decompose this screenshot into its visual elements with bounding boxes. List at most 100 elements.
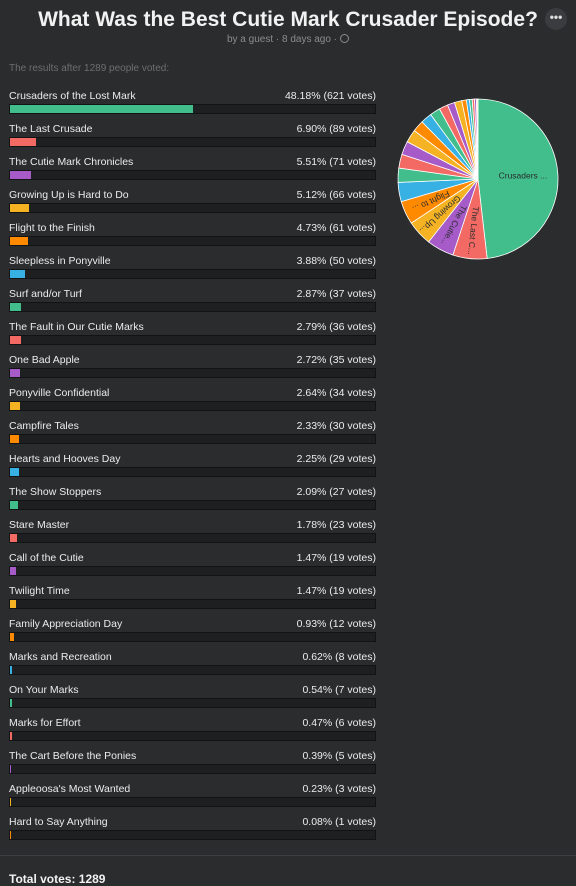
result-bar-track	[9, 599, 376, 609]
result-bar-track	[9, 467, 376, 477]
result-bar	[10, 468, 19, 476]
option-percent-votes: 6.90% (89 votes)	[297, 123, 376, 135]
result-row: The Last Crusade 6.90% (89 votes)	[9, 123, 376, 156]
option-label: Stare Master	[9, 519, 69, 531]
result-bar-track	[9, 731, 376, 741]
option-label: Marks and Recreation	[9, 651, 112, 663]
option-label: Campfire Tales	[9, 420, 79, 432]
result-bar-track	[9, 566, 376, 576]
result-bar-track	[9, 368, 376, 378]
result-bar-track	[9, 170, 376, 180]
option-label: Sleepless in Ponyville	[9, 255, 111, 267]
pie-label: Crusaders ...	[499, 171, 548, 181]
result-bar-track	[9, 137, 376, 147]
option-label: On Your Marks	[9, 684, 78, 696]
result-bar-track	[9, 632, 376, 642]
option-label: One Bad Apple	[9, 354, 80, 366]
option-percent-votes: 2.64% (34 votes)	[297, 387, 376, 399]
result-row: Hearts and Hooves Day 2.25% (29 votes)	[9, 453, 376, 486]
divider	[0, 855, 576, 856]
option-label: The Last Crusade	[9, 123, 92, 135]
total-votes: Total votes: 1289	[9, 872, 105, 886]
option-percent-votes: 0.39% (5 votes)	[302, 750, 376, 762]
result-bar-track	[9, 434, 376, 444]
result-row: Sleepless in Ponyville 3.88% (50 votes)	[9, 255, 376, 288]
option-percent-votes: 2.72% (35 votes)	[297, 354, 376, 366]
results-note: The results after 1289 people voted:	[9, 63, 169, 74]
globe-icon	[340, 34, 349, 43]
result-bar	[10, 600, 16, 608]
option-percent-votes: 2.25% (29 votes)	[297, 453, 376, 465]
option-percent-votes: 1.47% (19 votes)	[297, 552, 376, 564]
option-label: Ponyville Confidential	[9, 387, 109, 399]
result-bar	[10, 369, 20, 377]
result-bar	[10, 402, 20, 410]
option-percent-votes: 3.88% (50 votes)	[297, 255, 376, 267]
option-percent-votes: 2.87% (37 votes)	[297, 288, 376, 300]
option-label: Marks for Effort	[9, 717, 81, 729]
option-label: Call of the Cutie	[9, 552, 84, 564]
option-label: Surf and/or Turf	[9, 288, 82, 300]
result-bar-track	[9, 104, 376, 114]
result-bar	[10, 567, 16, 575]
option-percent-votes: 2.79% (36 votes)	[297, 321, 376, 333]
result-bar-track	[9, 203, 376, 213]
result-bar	[10, 666, 12, 674]
result-bar	[10, 138, 36, 146]
result-bar	[10, 237, 28, 245]
result-bar	[10, 336, 21, 344]
result-row: The Cutie Mark Chronicles 5.51% (71 votes…	[9, 156, 376, 189]
option-percent-votes: 1.47% (19 votes)	[297, 585, 376, 597]
result-bar	[10, 765, 11, 773]
result-bar-track	[9, 764, 376, 774]
poll-byline: by a guest · 8 days ago ·	[0, 34, 576, 45]
result-bar	[10, 204, 29, 212]
result-bar-track	[9, 830, 376, 840]
option-percent-votes: 0.62% (8 votes)	[302, 651, 376, 663]
result-bar-track	[9, 302, 376, 312]
option-percent-votes: 0.23% (3 votes)	[302, 783, 376, 795]
result-bar	[10, 501, 18, 509]
option-percent-votes: 5.12% (66 votes)	[297, 189, 376, 201]
option-label: The Cutie Mark Chronicles	[9, 156, 133, 168]
result-row: Call of the Cutie 1.47% (19 votes)	[9, 552, 376, 585]
result-bar-track	[9, 236, 376, 246]
option-label: Family Appreciation Day	[9, 618, 122, 630]
option-label: The Show Stoppers	[9, 486, 101, 498]
result-bar-track	[9, 665, 376, 675]
option-percent-votes: 0.08% (1 votes)	[302, 816, 376, 828]
result-bar	[10, 171, 31, 179]
option-label: Twilight Time	[9, 585, 70, 597]
result-bar	[10, 798, 11, 806]
option-label: Hearts and Hooves Day	[9, 453, 120, 465]
option-percent-votes: 48.18% (621 votes)	[285, 90, 376, 102]
more-options-button[interactable]: •••	[545, 8, 567, 30]
option-percent-votes: 0.93% (12 votes)	[297, 618, 376, 630]
option-percent-votes: 5.51% (71 votes)	[297, 156, 376, 168]
result-bar	[10, 633, 14, 641]
result-bar	[10, 105, 193, 113]
option-label: Growing Up is Hard to Do	[9, 189, 129, 201]
result-bar	[10, 699, 12, 707]
option-label: The Fault in Our Cutie Marks	[9, 321, 144, 333]
result-bar	[10, 732, 12, 740]
result-bar	[10, 831, 11, 839]
result-bar	[10, 303, 21, 311]
result-bar	[10, 270, 25, 278]
result-bar	[10, 534, 17, 542]
result-row: Surf and/or Turf 2.87% (37 votes)	[9, 288, 376, 321]
result-bar	[10, 435, 19, 443]
result-row: Growing Up is Hard to Do 5.12% (66 votes)	[9, 189, 376, 222]
result-row: Marks and Recreation 0.62% (8 votes)	[9, 651, 376, 684]
option-percent-votes: 4.73% (61 votes)	[297, 222, 376, 234]
result-row: Family Appreciation Day 0.93% (12 votes)	[9, 618, 376, 651]
